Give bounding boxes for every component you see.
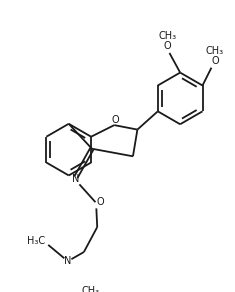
Text: CH₃: CH₃	[82, 286, 100, 292]
Text: O: O	[211, 55, 219, 66]
Text: CH₃: CH₃	[206, 46, 224, 56]
Text: O: O	[164, 41, 172, 51]
Text: CH₃: CH₃	[159, 31, 177, 41]
Text: O: O	[96, 197, 104, 207]
Text: N: N	[72, 174, 79, 184]
Text: N: N	[64, 256, 71, 266]
Text: O: O	[111, 115, 119, 125]
Text: H₃C: H₃C	[27, 236, 45, 246]
